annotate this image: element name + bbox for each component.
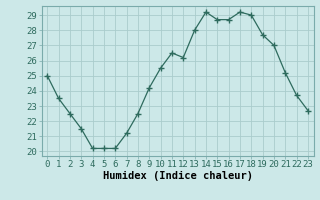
X-axis label: Humidex (Indice chaleur): Humidex (Indice chaleur): [103, 171, 252, 181]
